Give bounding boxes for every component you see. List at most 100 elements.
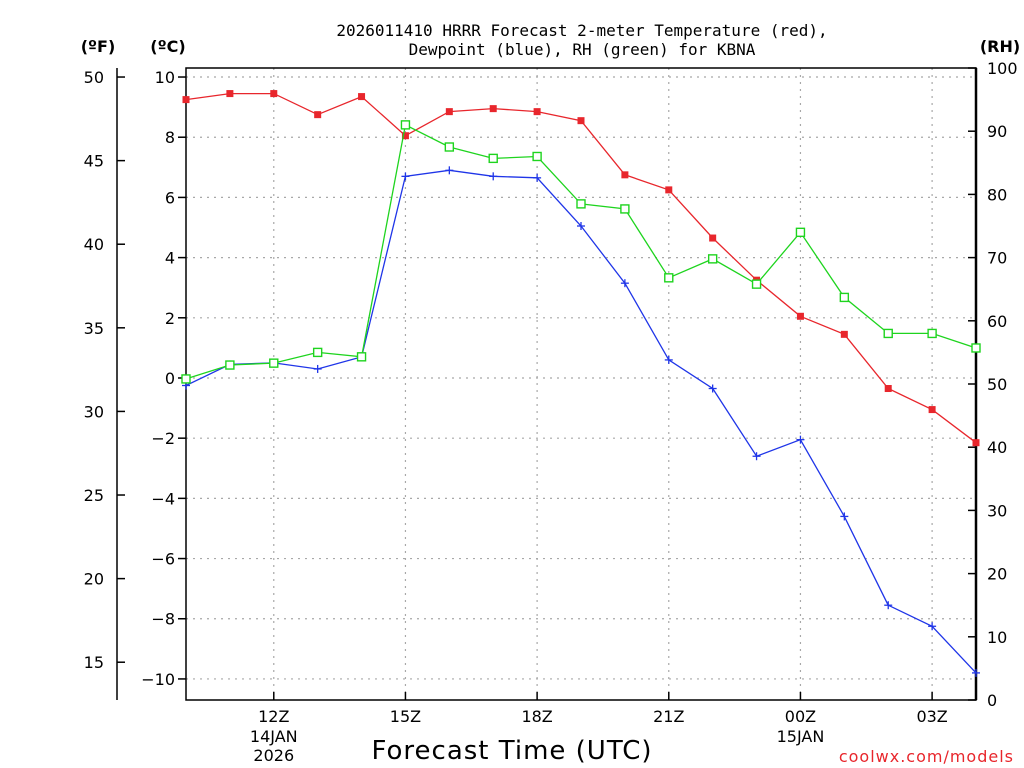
temperature-point [840, 330, 848, 338]
fahrenheit-unit-label: (ºF) [81, 37, 116, 56]
temperature-point [445, 108, 453, 116]
rh-point [707, 254, 718, 264]
celsius-tick-label: −4 [151, 489, 175, 508]
rh-point [312, 347, 323, 358]
celsius-tick-label: 0 [165, 369, 175, 388]
year-label: 2026 [253, 746, 294, 765]
rh-point [532, 151, 542, 162]
rh-tick-label: 90 [987, 122, 1007, 141]
temperature-point [621, 171, 629, 179]
dewpoint-point [708, 384, 717, 393]
time-tick-label: 15Z [390, 707, 421, 726]
dewpoint-point [796, 435, 805, 444]
rh-tick-label: 60 [987, 312, 1007, 331]
series-layer [181, 90, 981, 677]
rh-point [181, 374, 191, 384]
series-temperature [182, 90, 980, 447]
celsius-tick-label: −8 [151, 610, 175, 629]
grid-lines [186, 68, 976, 700]
rh-tick-label: 0 [987, 691, 997, 710]
rh-tick-label: 70 [987, 249, 1007, 268]
dewpoint-line [185, 169, 977, 674]
fahrenheit-tick-label: 15 [84, 653, 104, 672]
celsius-tick-label: −6 [151, 550, 175, 569]
rh-tick-label: 80 [987, 185, 1007, 204]
fahrenheit-tick-label: 45 [84, 152, 104, 171]
celsius-unit-label: (ºC) [150, 37, 185, 56]
dewpoint-point [664, 355, 673, 364]
temperature-point [533, 108, 541, 116]
rh-point [269, 358, 279, 368]
temperature-point [972, 439, 980, 447]
dewpoint-point [533, 173, 542, 182]
dewpoint-point [445, 166, 454, 175]
chart-title-line1: 2026011410 HRRR Forecast 2-meter Tempera… [336, 21, 827, 40]
fahrenheit-tick-label: 50 [84, 68, 104, 87]
dewpoint-point [840, 512, 849, 521]
temperature-point [182, 96, 190, 104]
time-tick-label: 21Z [653, 707, 684, 726]
dewpoint-point [401, 172, 410, 181]
rh-unit-label: (RH) [980, 37, 1020, 56]
series-rh [181, 120, 981, 384]
rh-point [664, 273, 674, 283]
plot-frame [185, 67, 977, 701]
rh-point [400, 120, 411, 130]
dewpoint-point [972, 668, 980, 677]
temperature-point [577, 117, 585, 125]
rh-point [839, 292, 850, 303]
rh-point [883, 328, 893, 339]
chart-title-line2: Dewpoint (blue), RH (green) for KBNA [409, 40, 756, 59]
rh-tick-label: 40 [987, 438, 1007, 457]
celsius-tick-label: 8 [165, 128, 175, 147]
rh-tick-label: 30 [987, 501, 1007, 520]
rh-point [444, 142, 455, 152]
dewpoint-point [928, 622, 937, 631]
rh-point [751, 279, 762, 289]
celsius-tick-label: −2 [151, 429, 175, 448]
temperature-point [709, 234, 717, 242]
rh-point [225, 360, 235, 370]
celsius-tick-label: 4 [165, 249, 175, 268]
dewpoint-point [489, 172, 498, 181]
temperature-point [796, 312, 804, 320]
time-tick-label: 18Z [521, 707, 552, 726]
temperature-point [314, 111, 322, 119]
rh-tick-label: 20 [987, 565, 1007, 584]
dewpoint-point [620, 279, 629, 288]
rh-point [971, 343, 981, 353]
dewpoint-point [577, 222, 585, 230]
temperature-line [185, 92, 977, 444]
date-label: 14JAN [250, 727, 298, 746]
fahrenheit-tick-label: 25 [84, 486, 104, 505]
celsius-tick-label: 10 [155, 68, 175, 87]
temperature-point [884, 385, 892, 393]
fahrenheit-tick-label: 20 [84, 570, 104, 589]
source-credit: coolwx.com/models [839, 747, 1014, 766]
temperature-point [401, 132, 409, 140]
time-tick-label: 00Z [785, 707, 816, 726]
time-tick-label: 03Z [916, 707, 947, 726]
fahrenheit-tick-label: 30 [84, 402, 104, 421]
rh-point [795, 227, 806, 238]
dewpoint-point [313, 364, 322, 373]
temperature-point [226, 90, 234, 98]
dewpoint-point [752, 452, 761, 461]
temperature-point [358, 93, 366, 101]
fahrenheit-tick-label: 35 [84, 319, 104, 338]
temperature-point [270, 90, 278, 98]
rh-tick-label: 50 [987, 375, 1007, 394]
rh-line [185, 123, 977, 380]
rh-point [488, 153, 498, 164]
series-dewpoint [182, 166, 980, 677]
dewpoint-point [884, 601, 893, 610]
celsius-tick-label: 6 [165, 188, 175, 207]
rh-tick-label: 10 [987, 628, 1007, 647]
rh-point [356, 352, 367, 362]
rh-point [576, 199, 586, 209]
fahrenheit-tick-label: 40 [84, 235, 104, 254]
celsius-tick-label: 2 [165, 309, 175, 328]
